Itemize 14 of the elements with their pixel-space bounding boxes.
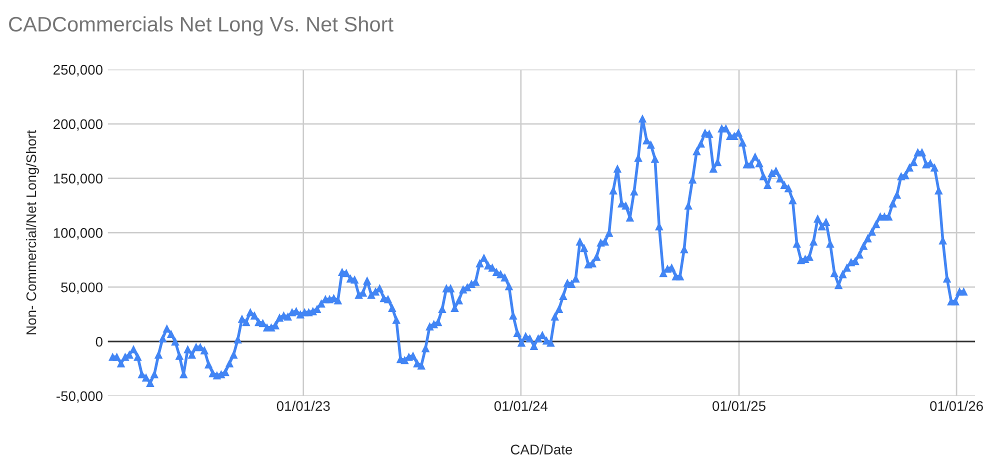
y-tick-label: 200,000 <box>54 119 102 131</box>
y-tick-label: 150,000 <box>54 174 102 186</box>
y-tick-label: 100,000 <box>54 228 102 240</box>
x-tick-label: 01/01/26 <box>930 400 983 411</box>
y-tick-label: 0 <box>96 336 102 347</box>
y-tick-label: -50,000 <box>56 391 102 403</box>
y-tick-label: 50,000 <box>61 282 102 294</box>
y-tick-label: 250,000 <box>54 64 102 76</box>
y-axis-title: Non- Commercial/Net Long/Short <box>26 130 39 334</box>
x-tick-label: 01/01/23 <box>276 400 330 411</box>
chart-title: CADCommercials Net Long Vs. Net Short <box>9 16 394 36</box>
x-axis-title: CAD/Date <box>510 444 572 454</box>
x-tick-label: 01/01/25 <box>712 400 766 411</box>
x-tick-label: 01/01/24 <box>494 400 548 411</box>
